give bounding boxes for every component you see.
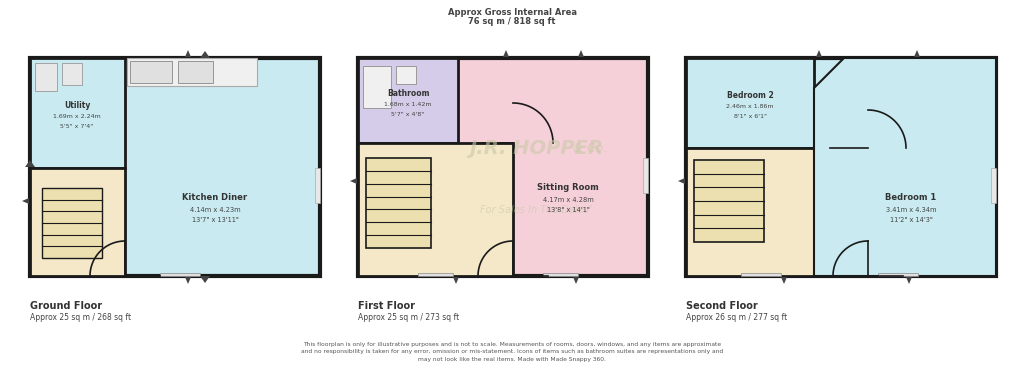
Polygon shape	[814, 58, 996, 276]
Bar	[396, 66, 416, 84]
Bar	[741, 273, 781, 276]
Polygon shape	[25, 160, 35, 167]
Polygon shape	[503, 50, 509, 57]
Bar	[127, 58, 257, 86]
Text: Second Floor: Second Floor	[686, 301, 758, 311]
Bar	[694, 160, 764, 242]
Bar	[358, 58, 458, 143]
Bar	[358, 58, 648, 276]
Text: Bedroom 1: Bedroom 1	[886, 194, 937, 203]
Text: For Sales In The Dales’: For Sales In The Dales’	[480, 205, 592, 215]
Text: 11'2" x 14'3": 11'2" x 14'3"	[890, 217, 933, 223]
Bar	[643, 158, 648, 193]
Polygon shape	[906, 277, 912, 284]
Polygon shape	[453, 277, 459, 284]
Bar	[42, 188, 102, 258]
Bar	[878, 273, 918, 276]
Polygon shape	[678, 178, 685, 184]
Polygon shape	[578, 50, 584, 57]
Bar	[362, 66, 391, 108]
Text: 4.14m x 4.23m: 4.14m x 4.23m	[189, 207, 241, 213]
Bar	[366, 158, 431, 248]
Text: Approx 26 sq m / 277 sq ft: Approx 26 sq m / 277 sq ft	[686, 313, 787, 322]
Polygon shape	[573, 277, 579, 284]
Bar	[62, 63, 82, 85]
Bar	[160, 273, 200, 276]
Bar	[991, 168, 996, 203]
Polygon shape	[350, 178, 357, 184]
Bar	[30, 58, 125, 168]
Polygon shape	[185, 50, 191, 57]
Bar	[543, 273, 578, 276]
Text: 76 sq m / 818 sq ft: 76 sq m / 818 sq ft	[468, 17, 556, 26]
Text: 4.17m x 4.28m: 4.17m x 4.28m	[543, 197, 593, 203]
Bar	[30, 58, 319, 276]
Text: Bedroom 2: Bedroom 2	[727, 91, 773, 100]
Bar	[315, 168, 319, 203]
Text: 1.69m x 2.24m: 1.69m x 2.24m	[53, 115, 101, 120]
Text: & Co.: & Co.	[573, 142, 607, 154]
Text: 2.46m x 1.86m: 2.46m x 1.86m	[726, 104, 774, 109]
Bar	[130, 61, 172, 83]
Text: 5'7" x 4'8": 5'7" x 4'8"	[391, 111, 425, 117]
Bar	[35, 63, 57, 91]
Bar	[30, 168, 125, 276]
Text: 3.41m x 4.34m: 3.41m x 4.34m	[886, 207, 936, 213]
Text: Utility: Utility	[63, 102, 90, 111]
Bar	[686, 148, 868, 276]
Bar	[418, 273, 453, 276]
Text: Sitting Room: Sitting Room	[538, 183, 599, 192]
Polygon shape	[200, 51, 210, 58]
Text: Bathroom: Bathroom	[387, 90, 429, 99]
Polygon shape	[914, 50, 920, 57]
Text: This floorplan is only for illustrative purposes and is not to scale. Measuremen: This floorplan is only for illustrative …	[301, 342, 723, 362]
Polygon shape	[200, 276, 210, 283]
Polygon shape	[22, 198, 29, 204]
Text: 5'5" x 7'4": 5'5" x 7'4"	[60, 124, 93, 129]
Bar	[178, 61, 213, 83]
Polygon shape	[781, 277, 787, 284]
Text: First Floor: First Floor	[358, 301, 415, 311]
Bar	[358, 143, 513, 276]
Bar	[686, 58, 814, 148]
Polygon shape	[185, 277, 191, 284]
Polygon shape	[816, 50, 822, 57]
Text: J.R. HOPPER: J.R. HOPPER	[469, 138, 603, 158]
Text: 13'8" x 14'1": 13'8" x 14'1"	[547, 207, 590, 213]
Text: 13'7" x 13'11": 13'7" x 13'11"	[191, 217, 239, 223]
Text: 8'1" x 6'1": 8'1" x 6'1"	[733, 113, 767, 118]
Text: Approx 25 sq m / 273 sq ft: Approx 25 sq m / 273 sq ft	[358, 313, 459, 322]
Bar	[686, 58, 996, 276]
Text: 1.68m x 1.42m: 1.68m x 1.42m	[384, 102, 432, 108]
Text: Approx 25 sq m / 268 sq ft: Approx 25 sq m / 268 sq ft	[30, 313, 131, 322]
Text: Approx Gross Internal Area: Approx Gross Internal Area	[447, 8, 577, 17]
Text: Ground Floor: Ground Floor	[30, 301, 102, 311]
Text: Kitchen Diner: Kitchen Diner	[182, 194, 248, 203]
